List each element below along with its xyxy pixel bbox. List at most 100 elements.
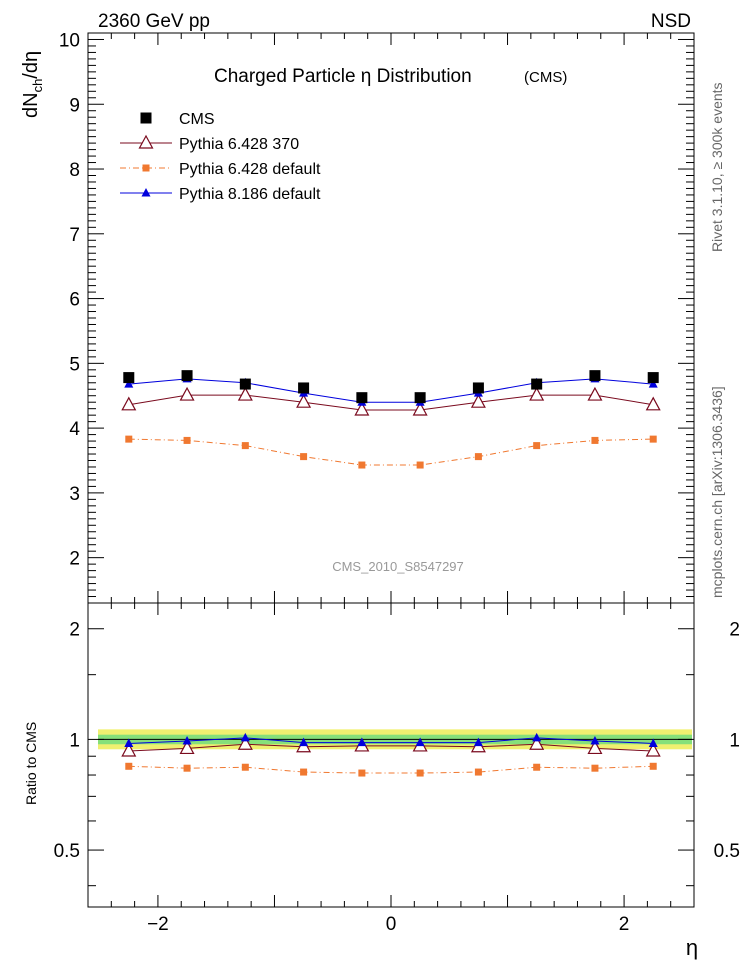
y-tick-label-main: 9 — [69, 95, 80, 116]
data-point-pythia-6-428-default — [183, 436, 191, 444]
y-tick-label-ratio-left: 2 — [69, 620, 80, 641]
y-tick-label-ratio-left: 1 — [69, 730, 80, 751]
data-point-pythia-6-428-370 — [645, 396, 661, 411]
mcplots-label: mcplots.cern.ch [arXiv:1306.3436] — [709, 386, 725, 598]
legend-marker-pythia-6-428-370 — [138, 134, 154, 149]
ratio-panel-frame — [87, 602, 695, 908]
y-tick-label-main: 3 — [69, 484, 80, 505]
data-point-cms — [647, 372, 659, 384]
ratio-point-pythia-6-428-default — [241, 763, 249, 771]
ratio-point-pythia-6-428-default — [474, 768, 482, 776]
ratio-point-pythia-6-428-default — [183, 764, 191, 772]
ratio-point-pythia-6-428-370 — [121, 742, 137, 757]
y-tick-label-ratio-left: 0.5 — [54, 841, 80, 862]
ratio-point-pythia-6-428-default — [416, 769, 424, 777]
data-point-pythia-6-428-default — [241, 442, 249, 450]
series-line-ratio-pythia-8-186-default — [128, 737, 654, 744]
series-line-main-pythia-6-428-default — [128, 438, 654, 466]
x-tick-label: −2 — [147, 914, 169, 935]
y-tick-label-main: 8 — [69, 160, 80, 181]
series-line-ratio-pythia-6-428-default — [128, 765, 654, 774]
ratio-point-pythia-6-428-370 — [179, 740, 195, 755]
rivet-label: Rivet 3.1.10, ≥ 300k events — [709, 82, 725, 252]
ratio-point-pythia-6-428-default — [591, 764, 599, 772]
data-point-pythia-6-428-370 — [470, 393, 486, 408]
data-point-cms — [123, 372, 135, 384]
event-type-label: NSD — [651, 11, 691, 32]
ratio-point-pythia-6-428-default — [358, 769, 366, 777]
ratio-point-pythia-8-186-default — [532, 732, 542, 742]
data-point-cms — [356, 392, 368, 404]
ratio-point-pythia-8-186-default — [299, 737, 309, 747]
series-line-ratio-pythia-6-428-370 — [128, 743, 654, 752]
x-axis-label: η — [686, 935, 698, 960]
legend-label-cms: CMS — [179, 111, 215, 128]
legend-label-pythia-8-186-default: Pythia 8.186 default — [179, 186, 321, 203]
ratio-point-pythia-6-428-370 — [529, 736, 545, 750]
y-tick-label-ratio-right: 1 — [729, 730, 740, 751]
y-tick-label-main: 10 — [59, 30, 80, 51]
ratio-point-pythia-6-428-default — [533, 763, 541, 771]
analysis-watermark: CMS_2010_S8547297 — [332, 559, 464, 574]
data-point-pythia-6-428-default — [358, 461, 366, 469]
data-point-pythia-6-428-default — [416, 461, 424, 469]
legend-marker-pythia-8-186-default — [141, 188, 151, 197]
y-tick-label-main: 2 — [69, 549, 80, 570]
data-point-pythia-8-186-default — [648, 379, 658, 388]
data-point-cms — [472, 382, 484, 394]
ratio-point-pythia-6-428-370 — [587, 740, 603, 755]
data-point-pythia-6-428-370 — [121, 396, 137, 411]
data-point-pythia-6-428-370 — [296, 393, 312, 408]
legend: CMS Pythia 6.428 370 Pythia 6.428 default P… — [120, 111, 321, 203]
y-tick-label-ratio-right: 2 — [729, 620, 740, 641]
data-point-pythia-6-428-370 — [412, 401, 428, 416]
legend-marker-cms — [140, 112, 152, 124]
energy-label: 2360 GeV pp — [98, 11, 210, 32]
ratio-point-pythia-8-186-default — [182, 736, 192, 745]
chart-title-suffix: (CMS) — [524, 69, 567, 86]
data-point-pythia-6-428-370 — [354, 401, 370, 416]
ratio-point-pythia-8-186-default — [415, 737, 425, 747]
data-point-cms — [239, 378, 251, 390]
ratio-point-pythia-8-186-default — [357, 737, 367, 747]
ratio-point-pythia-6-428-default — [300, 768, 308, 776]
data-point-pythia-6-428-default — [591, 436, 599, 444]
ratio-point-pythia-8-186-default — [473, 737, 483, 747]
y-axis-label-main: dNch/dη — [20, 51, 45, 118]
data-point-pythia-6-428-default — [533, 442, 541, 450]
ratio-point-pythia-8-186-default — [124, 738, 134, 747]
y-tick-label-main: 6 — [69, 290, 80, 311]
data-point-cms — [531, 378, 543, 390]
ratio-point-pythia-6-428-370 — [237, 736, 253, 750]
data-point-cms — [589, 370, 601, 382]
data-point-pythia-6-428-370 — [587, 386, 603, 401]
y-tick-label-ratio-right: 0.5 — [714, 841, 740, 862]
series-line-main-pythia-8-186-default — [128, 378, 654, 403]
ratio-point-pythia-6-428-370 — [645, 742, 661, 757]
data-point-cms — [181, 370, 193, 382]
ratio-point-pythia-8-186-default — [240, 732, 250, 742]
y-tick-label-main: 7 — [69, 225, 80, 246]
ratio-point-pythia-8-186-default — [590, 736, 600, 745]
x-tick-label: 0 — [386, 914, 397, 935]
data-point-pythia-6-428-default — [125, 435, 133, 443]
data-point-pythia-8-186-default — [124, 379, 134, 388]
legend-marker-pythia-6-428-default — [142, 164, 150, 172]
ratio-point-pythia-6-428-default — [649, 762, 657, 770]
y-axis-label-ratio: Ratio to CMS — [23, 722, 39, 805]
data-point-pythia-6-428-370 — [237, 386, 253, 401]
x-tick-label: 2 — [619, 914, 630, 935]
data-point-pythia-6-428-370 — [179, 386, 195, 401]
data-point-pythia-6-428-default — [300, 453, 308, 461]
data-point-pythia-6-428-default — [649, 435, 657, 443]
legend-label-pythia-6-428-default: Pythia 6.428 default — [179, 161, 321, 178]
data-point-cms — [298, 382, 310, 394]
series-line-main-pythia-6-428-370 — [128, 394, 654, 411]
y-tick-label-main: 5 — [69, 354, 80, 375]
data-point-pythia-6-428-default — [474, 453, 482, 461]
chart-title: Charged Particle η Distribution — [214, 66, 472, 87]
legend-label-pythia-6-428-370: Pythia 6.428 370 — [179, 136, 299, 153]
ratio-point-pythia-8-186-default — [648, 738, 658, 747]
